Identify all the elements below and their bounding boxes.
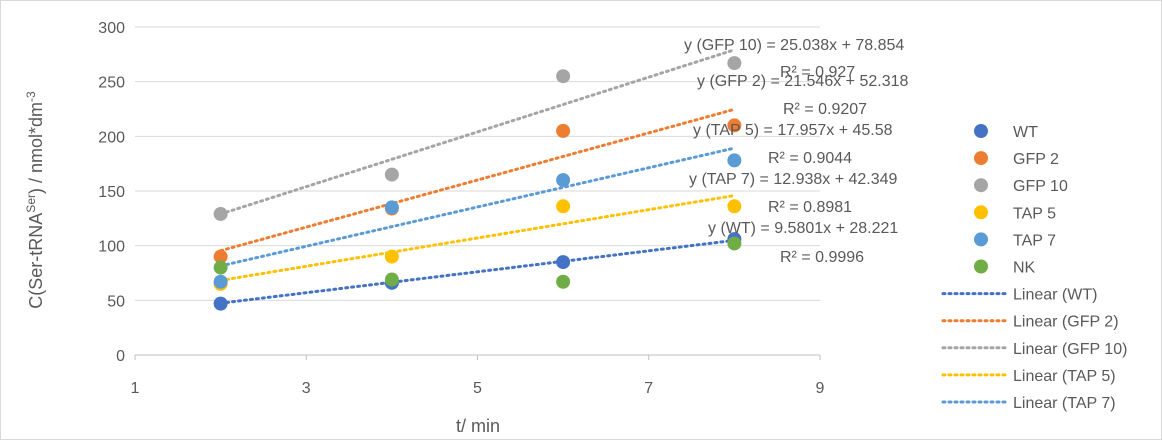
trendline-wt [219, 238, 736, 305]
legend-label: Linear (WT) [1013, 287, 1097, 304]
point-wt [213, 296, 228, 311]
legend-label: TAP 5 [1013, 205, 1056, 222]
trendline-r2: R² = 0.9996 [780, 249, 864, 266]
y-tick-label: 250 [98, 75, 125, 92]
y-axis-title-main: C(Ser-tRNA [26, 213, 46, 309]
trendline-r2: R² = 0.9207 [783, 101, 867, 118]
point-nk [213, 260, 228, 275]
legend-marker-gfp-2 [974, 151, 988, 166]
legend-label: GFP 10 [1013, 178, 1068, 195]
point-tap-7 [556, 173, 571, 188]
point-gfp-2 [556, 123, 571, 138]
legend-label: Linear (GFP 10) [1013, 341, 1127, 358]
legend-label: GFP 2 [1013, 151, 1059, 168]
trendline-gfp-10 [219, 48, 736, 216]
legend-label: WT [1013, 124, 1038, 141]
legend-label: Linear (TAP 7) [1013, 395, 1116, 412]
y-axis-title-sup2: -3 [24, 91, 38, 102]
point-gfp-2 [213, 249, 228, 264]
point-nk [384, 272, 399, 287]
x-tick-label: 3 [302, 380, 311, 397]
point-gfp-10 [213, 206, 228, 221]
point-tap-5 [556, 199, 571, 214]
y-axis-title-sup: Ser [24, 194, 38, 213]
y-tick-label: 100 [98, 239, 125, 256]
point-gfp-2 [727, 118, 742, 133]
x-tick-label: 1 [131, 380, 140, 397]
legend-label: TAP 7 [1013, 232, 1056, 249]
trendline-equation: y (TAP 7) = 12.938x + 42.349 [689, 171, 898, 188]
x-axis-title: t/ min [456, 416, 500, 436]
point-tap-5 [727, 199, 742, 214]
x-tick-label: 9 [816, 380, 825, 397]
y-axis-title: C(Ser-tRNASer) / nmol*dm-3 [24, 91, 46, 309]
trendline-r2: R² = 0.9044 [768, 150, 852, 167]
trendline-equation: y (GFP 10) = 25.038x + 78.854 [684, 37, 904, 54]
trendline-labels: y (WT) = 9.5801x + 28.221 R² = 0.9996 y (G… [684, 37, 908, 266]
legend-marker-nk [974, 259, 988, 274]
y-tick-label: 0 [116, 348, 125, 365]
point-gfp-10 [556, 69, 571, 84]
axes: 0 50 100 150 200 250 300 1 3 5 7 9 [98, 20, 824, 397]
point-tap-7 [213, 274, 228, 289]
legend-marker-wt [974, 124, 988, 138]
point-gfp-10 [727, 56, 742, 71]
legend-marker-tap-7 [974, 232, 988, 247]
y-tick-label: 300 [98, 20, 125, 37]
y-tick-label: 50 [107, 293, 125, 310]
point-gfp-10 [384, 167, 399, 182]
point-tap-7 [384, 200, 399, 215]
trendline-equation: y (WT) = 9.5801x + 28.221 [708, 220, 898, 237]
trendline-equation: y (TAP 5) = 17.957x + 45.58 [693, 122, 893, 139]
x-tick-label: 7 [644, 380, 653, 397]
legend-marker-tap-5 [974, 205, 988, 220]
trendline-r2: R² = 0.8981 [768, 199, 852, 216]
legend: WT GFP 2 GFP 10 TAP 5 TAP 7 NK Linear (WT) Line… [941, 124, 1127, 412]
point-nk [556, 274, 571, 289]
trendline-equation: y (GFP 2) = 21.546x + 52.318 [697, 73, 908, 90]
point-wt [556, 255, 571, 270]
trendline-tap-7 [219, 146, 736, 268]
legend-label: NK [1013, 260, 1036, 277]
point-tap-5 [384, 249, 399, 264]
point-nk [727, 236, 742, 251]
legend-marker-gfp-10 [974, 178, 988, 193]
y-tick-label: 200 [98, 129, 125, 146]
y-axis-title-mid: ) / nmol*dm [26, 102, 46, 194]
trendline-gfp-2 [219, 107, 736, 253]
trendline-r2: R² = 0.927 [780, 64, 855, 81]
legend-label: Linear (GFP 2) [1013, 314, 1119, 331]
data-points [213, 56, 742, 311]
point-tap-7 [727, 153, 742, 168]
trendline-tap-5 [219, 194, 736, 282]
trendlines [219, 48, 736, 305]
y-tick-label: 150 [98, 184, 125, 201]
legend-label: Linear (TAP 5) [1013, 368, 1116, 385]
x-tick-label: 5 [473, 380, 482, 397]
